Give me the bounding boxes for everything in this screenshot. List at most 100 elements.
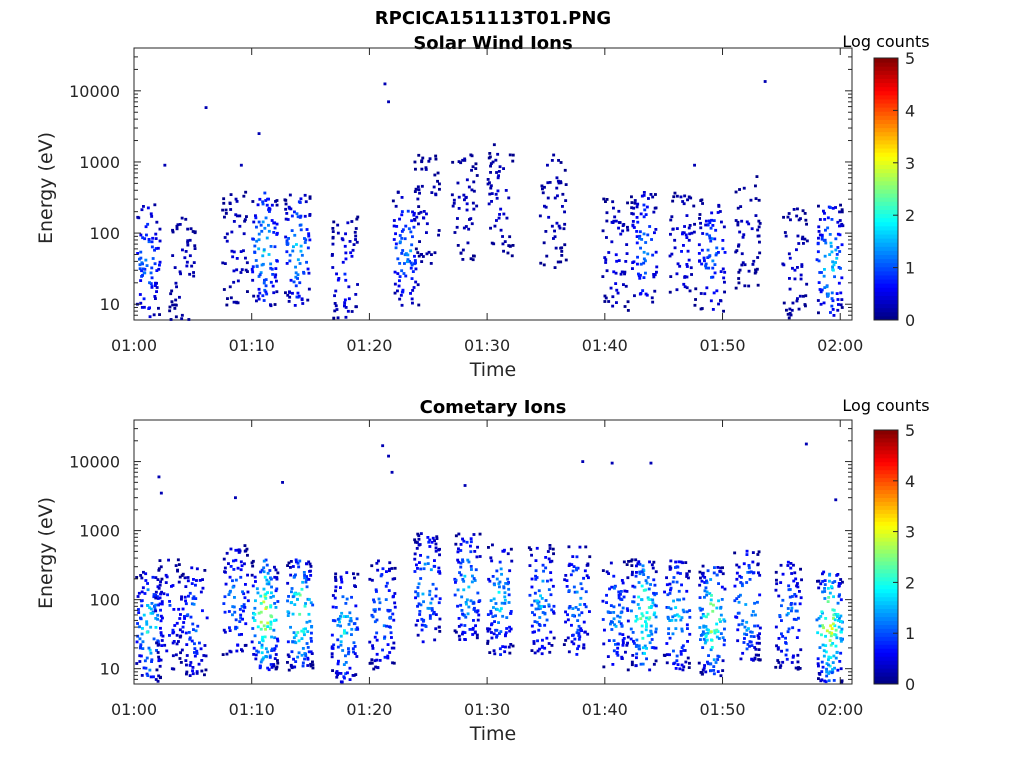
data-cell [224, 208, 228, 212]
data-cell [685, 275, 689, 279]
data-cell [638, 570, 642, 574]
data-cell [754, 268, 757, 272]
data-cell [609, 604, 613, 607]
data-cell [623, 270, 627, 274]
data-cell [570, 623, 573, 627]
data-cell [634, 664, 638, 667]
data-cell [372, 600, 376, 604]
data-cell [667, 606, 671, 609]
data-cell [652, 578, 656, 582]
data-cell [704, 264, 707, 268]
data-cell [294, 558, 298, 562]
data-cell [149, 625, 153, 629]
data-cell [648, 616, 652, 619]
data-cell [417, 188, 421, 192]
data-cell [465, 598, 469, 602]
data-cell [699, 638, 702, 641]
data-cell [543, 204, 546, 208]
data-cell [307, 578, 311, 581]
data-cell [370, 613, 374, 617]
data-cell [339, 680, 343, 684]
data-cell [679, 195, 683, 199]
data-cell [469, 544, 472, 548]
data-cell [381, 567, 385, 571]
data-cell [404, 274, 408, 278]
data-cell [646, 596, 650, 600]
data-cell [269, 605, 273, 609]
data-cell [834, 656, 838, 660]
data-cell [457, 625, 461, 628]
data-cell [154, 596, 158, 600]
data-cell [545, 254, 549, 258]
data-cell [142, 613, 146, 617]
data-cell [377, 597, 381, 601]
data-cell [758, 641, 761, 645]
data-cell [631, 654, 635, 657]
data-cell [687, 226, 691, 230]
data-cell [642, 573, 646, 576]
colorbar-segment [874, 529, 898, 534]
data-cell [414, 187, 418, 191]
data-cell [801, 209, 805, 213]
data-cell [805, 239, 809, 243]
data-cell [747, 284, 751, 288]
data-cell [830, 631, 834, 635]
data-cell [252, 653, 256, 656]
data-cell [243, 218, 247, 221]
data-cell [468, 628, 472, 631]
data-cell [579, 582, 583, 586]
data-cell [158, 263, 161, 267]
data-cell [577, 613, 581, 617]
data-cell [465, 202, 469, 206]
data-cell [582, 646, 586, 650]
data-cell [577, 634, 581, 637]
data-cell [417, 534, 421, 538]
data-cell [349, 617, 353, 620]
data-cell [173, 624, 177, 627]
data-cell [396, 289, 399, 293]
data-cell [701, 613, 705, 616]
data-cell [399, 293, 403, 297]
data-cell [171, 230, 175, 234]
colorbar-segment [874, 489, 898, 494]
data-cell [709, 662, 713, 666]
data-cell [819, 290, 823, 294]
data-cell [232, 568, 236, 571]
data-cell [683, 276, 687, 279]
data-cell [261, 639, 265, 643]
data-cell [548, 544, 552, 547]
data-cell [253, 612, 257, 616]
data-cell [356, 283, 359, 286]
data-cell [157, 306, 160, 310]
data-cell [354, 585, 357, 588]
data-cell [307, 650, 311, 654]
data-cell [242, 609, 245, 613]
data-cell [165, 575, 169, 579]
data-cell [839, 203, 842, 207]
data-cell [275, 290, 279, 294]
data-cell [821, 580, 825, 583]
data-cell [290, 650, 294, 654]
data-cell [172, 608, 176, 611]
data-cell [679, 618, 683, 622]
y-tick-label: 10000 [69, 82, 120, 101]
colorbar-segment [874, 628, 898, 633]
data-cell [425, 231, 428, 234]
data-cell [198, 579, 202, 582]
data-cell [368, 577, 372, 581]
data-cell [542, 241, 546, 245]
data-cell [497, 590, 501, 594]
data-cell [703, 292, 707, 296]
data-cell [576, 608, 580, 611]
data-cell [418, 191, 421, 195]
data-cell [414, 247, 418, 251]
data-cell [559, 260, 563, 264]
data-cell [246, 590, 250, 594]
data-cell [432, 185, 436, 189]
data-cell [645, 616, 648, 620]
data-cell [721, 572, 725, 576]
data-cell [293, 665, 297, 669]
data-cell [289, 625, 292, 629]
data-cell [618, 615, 622, 619]
